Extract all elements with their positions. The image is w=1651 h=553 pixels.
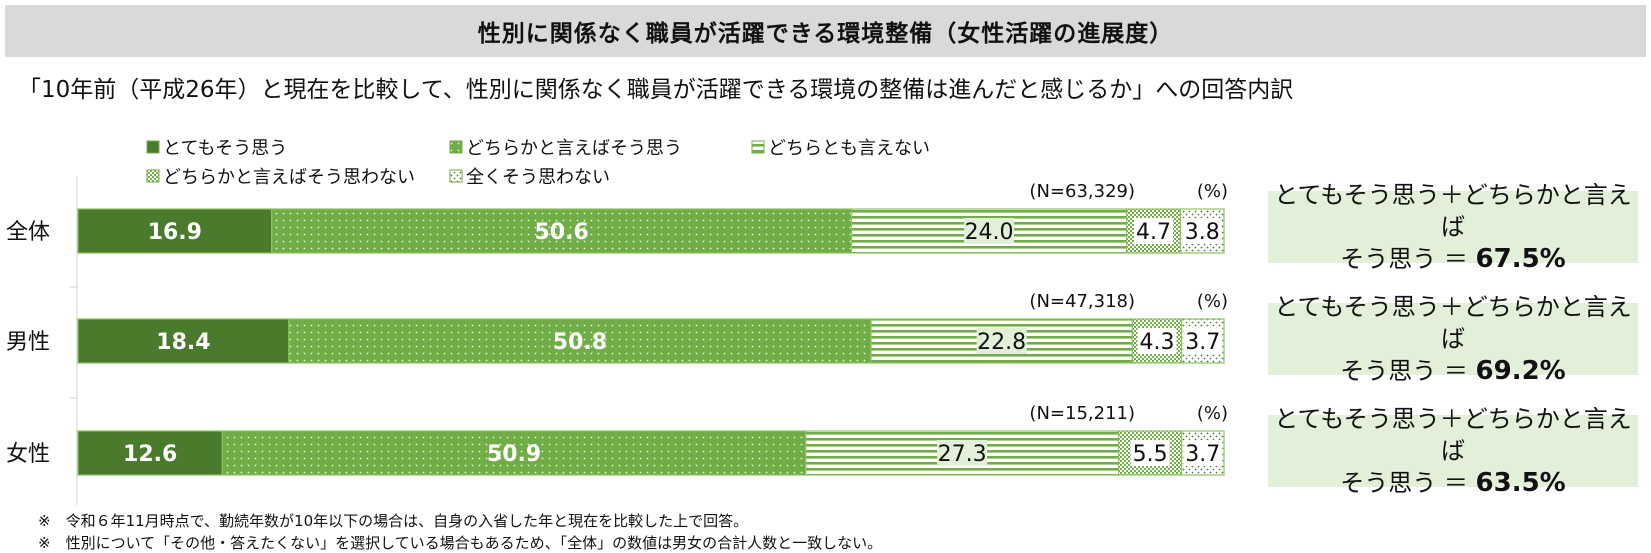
summary-box: とてもそう思う＋どちらかと言えば そう思う ＝ 69.2% (1268, 293, 1638, 386)
data-label-bg (1134, 218, 1174, 244)
summary-box: とてもそう思う＋どちらかと言えば そう思う ＝ 67.5% (1268, 181, 1638, 274)
legend-swatch-3 (751, 140, 765, 154)
data-label-4: 4.3 (1139, 330, 1174, 355)
summary-prefix: そう思う ＝ (1340, 469, 1476, 497)
bar-segment-1 (77, 318, 290, 364)
legend-label-4: どちらかと言えばそう思わない (163, 167, 415, 188)
data-label-bg (937, 440, 988, 466)
category-label: 女性 (6, 442, 50, 467)
category-label: 全体 (6, 220, 50, 245)
data-label-1: 16.9 (148, 220, 202, 245)
data-label-4: 5.5 (1133, 442, 1168, 467)
bar-segment-1 (77, 430, 223, 476)
data-label-2: 50.6 (534, 220, 588, 245)
data-label-3: 24.0 (965, 220, 1014, 245)
summary-prefix: そう思う ＝ (1340, 245, 1476, 273)
data-label-5: 3.8 (1185, 220, 1220, 245)
unit-label: (%) (1197, 181, 1228, 202)
data-label-1: 18.4 (156, 330, 210, 355)
legend-label-5: 全くそう思わない (466, 167, 610, 188)
data-label-bg (964, 218, 1015, 244)
legend-swatch-5 (449, 169, 463, 183)
data-label-bg (1130, 440, 1170, 466)
chart-subtitle: 「10年前（平成26年）と現在を比較して、性別に関係なく職員が活躍できる環境の整… (18, 77, 1294, 103)
data-label-1: 12.6 (123, 442, 177, 467)
data-label-bg (1182, 218, 1222, 244)
summary-line1: とてもそう思う＋どちらかと言えば (1274, 181, 1632, 241)
data-label-bg (1183, 328, 1223, 354)
unit-label: (%) (1197, 291, 1228, 312)
data-label-bg (1137, 328, 1177, 354)
bar-segment-1 (77, 208, 273, 254)
legend-label-2: どちらかと言えばそう思う (466, 138, 682, 159)
chart-title: 性別に関係なく職員が活躍できる環境整備（女性活躍の進展度） (477, 21, 1174, 47)
summary-line1: とてもそう思う＋どちらかと言えば (1274, 405, 1632, 465)
data-label-bg (1183, 440, 1223, 466)
n-label: (N=47,318) (1029, 291, 1135, 312)
summary-line2: そう思う ＝ 67.5% (1268, 243, 1638, 275)
legend-swatch-2 (449, 140, 463, 154)
legend-label-3: どちらとも言えない (768, 138, 930, 159)
summary-prefix: そう思う ＝ (1340, 357, 1476, 385)
summary-line1: とてもそう思う＋どちらかと言えば (1274, 293, 1632, 353)
bar-segment-2 (271, 208, 853, 254)
summary-percent: 67.5% (1475, 244, 1566, 274)
legend-label-1: とてもそう思う (163, 138, 287, 159)
n-label: (N=63,329) (1029, 181, 1135, 202)
unit-label: (%) (1197, 403, 1228, 424)
category-label: 男性 (6, 330, 50, 355)
data-label-3: 22.8 (977, 330, 1026, 355)
footnote-1: ※ 令和６年11月時点で、勤続年数が10年以下の場合は、自身の入省した年と現在を… (38, 512, 749, 530)
footnote-2: ※ 性別について「その他・答えたくない」を選択している場合もあるため、「全体」の… (38, 534, 883, 552)
chart-title-bar: 性別に関係なく職員が活躍できる環境整備（女性活躍の進展度） (5, 5, 1646, 57)
data-label-2: 50.9 (487, 442, 541, 467)
summary-line2: そう思う ＝ 69.2% (1268, 355, 1638, 387)
summary-line2: そう思う ＝ 63.5% (1268, 467, 1638, 499)
legend-swatch-1 (146, 140, 160, 154)
summary-percent: 63.5% (1475, 468, 1566, 498)
data-label-bg (976, 328, 1027, 354)
data-label-2: 50.8 (553, 330, 607, 355)
data-label-4: 4.7 (1136, 220, 1171, 245)
legend-swatch-4 (146, 169, 160, 183)
n-label: (N=15,211) (1029, 403, 1135, 424)
summary-percent: 69.2% (1475, 356, 1566, 386)
data-label-3: 27.3 (938, 442, 987, 467)
data-label-5: 3.7 (1185, 442, 1220, 467)
bar-segment-3 (850, 208, 1128, 254)
summary-box: とてもそう思う＋どちらかと言えば そう思う ＝ 63.5% (1268, 405, 1638, 498)
data-label-5: 3.7 (1185, 330, 1220, 355)
